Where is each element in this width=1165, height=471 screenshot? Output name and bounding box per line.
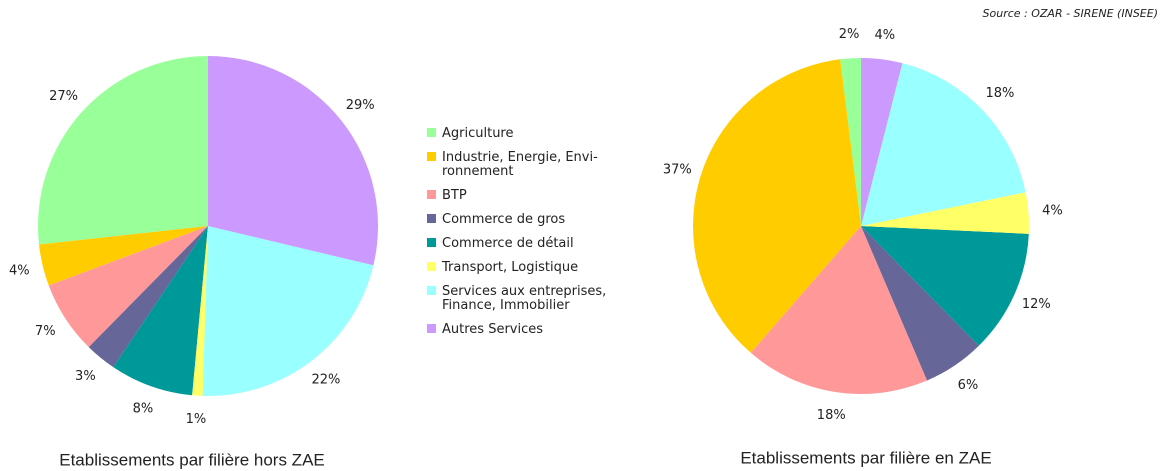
pie-slice <box>38 56 208 245</box>
slice-label: 12% <box>1022 297 1051 312</box>
legend-label: Services aux entreprises, Finance, Immobi… <box>442 284 606 313</box>
legend-label: Industrie, Energie, Envi-ronnement <box>442 150 598 179</box>
legend-swatch <box>427 286 436 295</box>
pie-slice <box>48 226 208 348</box>
slice-label: 3% <box>75 369 96 384</box>
slice-label: 18% <box>985 86 1014 101</box>
pie-slice <box>861 63 1026 227</box>
slice-label: 37% <box>663 163 692 178</box>
pie-slice <box>208 56 379 266</box>
legend-swatch <box>427 214 436 223</box>
slice-label: 29% <box>346 98 375 113</box>
pie-slice <box>192 226 208 396</box>
slice-label: 22% <box>311 373 340 388</box>
pie-slice <box>113 226 208 396</box>
pie-slice <box>88 226 208 368</box>
legend-label: BTP <box>442 188 467 203</box>
slice-label: 4% <box>1042 204 1063 219</box>
legend-label: Commerce de gros <box>442 212 565 227</box>
legend-swatch <box>427 190 436 199</box>
pie-slice <box>202 226 374 396</box>
chart-title: Etablissements par filière en ZAE <box>740 448 991 467</box>
pie-slice <box>861 192 1029 234</box>
chart-title: Etablissements par filière hors ZAE <box>59 450 325 469</box>
slice-label: 7% <box>35 324 56 339</box>
slice-label: 6% <box>958 378 979 393</box>
slice-label: 2% <box>839 27 860 42</box>
legend-label: Commerce de détail <box>442 236 574 251</box>
slice-label: 4% <box>875 28 896 43</box>
slice-label: 8% <box>133 401 154 416</box>
source: Source : OZAR - SIRENE (INSEE) <box>983 7 1158 20</box>
slice-label: 1% <box>186 412 207 427</box>
pie-slice <box>840 58 861 226</box>
legend-label: Agriculture <box>442 126 514 141</box>
slice-label: 27% <box>49 89 78 104</box>
legend-swatch <box>427 238 436 247</box>
pie-slice <box>861 226 979 381</box>
pie-slice <box>861 58 903 226</box>
legend-swatch <box>427 128 436 137</box>
legend-label: Autres Services <box>442 322 543 337</box>
legend-label: Transport, Logistique <box>441 260 578 275</box>
legend-swatch <box>427 152 436 161</box>
pie-slice <box>861 226 1029 346</box>
legend-swatch <box>427 262 436 271</box>
slice-label: 4% <box>9 263 30 278</box>
legend-swatch <box>427 324 436 333</box>
pie-slice <box>39 226 209 286</box>
pie-slice <box>750 226 928 395</box>
pie-slice <box>692 59 861 353</box>
slice-label: 18% <box>817 408 846 423</box>
